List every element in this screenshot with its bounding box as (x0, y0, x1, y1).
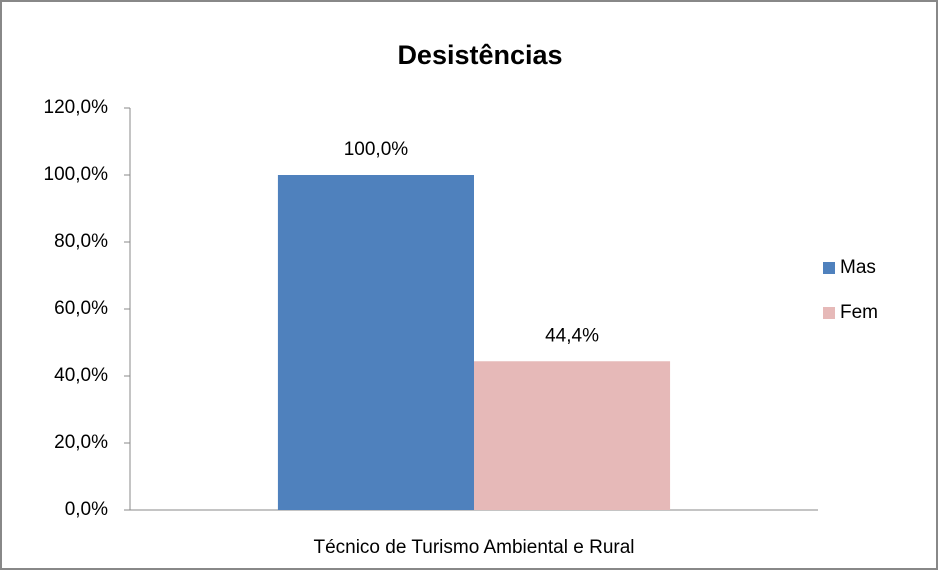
bar (277, 175, 474, 510)
bar (474, 361, 671, 510)
legend-label: Fem (840, 302, 878, 323)
legend-swatch (823, 307, 835, 319)
y-tick-label: 120,0% (44, 97, 109, 118)
legend-swatch (823, 262, 835, 274)
y-tick-label: 60,0% (54, 298, 108, 319)
y-tick-label: 40,0% (54, 365, 108, 386)
x-tick-label: Técnico de Turismo Ambiental e Rural (313, 537, 634, 558)
y-tick-label: 0,0% (65, 499, 108, 520)
data-label: 100,0% (344, 139, 409, 160)
legend-label: Mas (840, 257, 876, 278)
chart-title: Desistências (397, 40, 562, 70)
y-tick-label: 80,0% (54, 231, 108, 252)
y-tick-label: 20,0% (54, 432, 108, 453)
y-tick-label: 100,0% (44, 164, 109, 185)
data-label: 44,4% (545, 325, 599, 346)
